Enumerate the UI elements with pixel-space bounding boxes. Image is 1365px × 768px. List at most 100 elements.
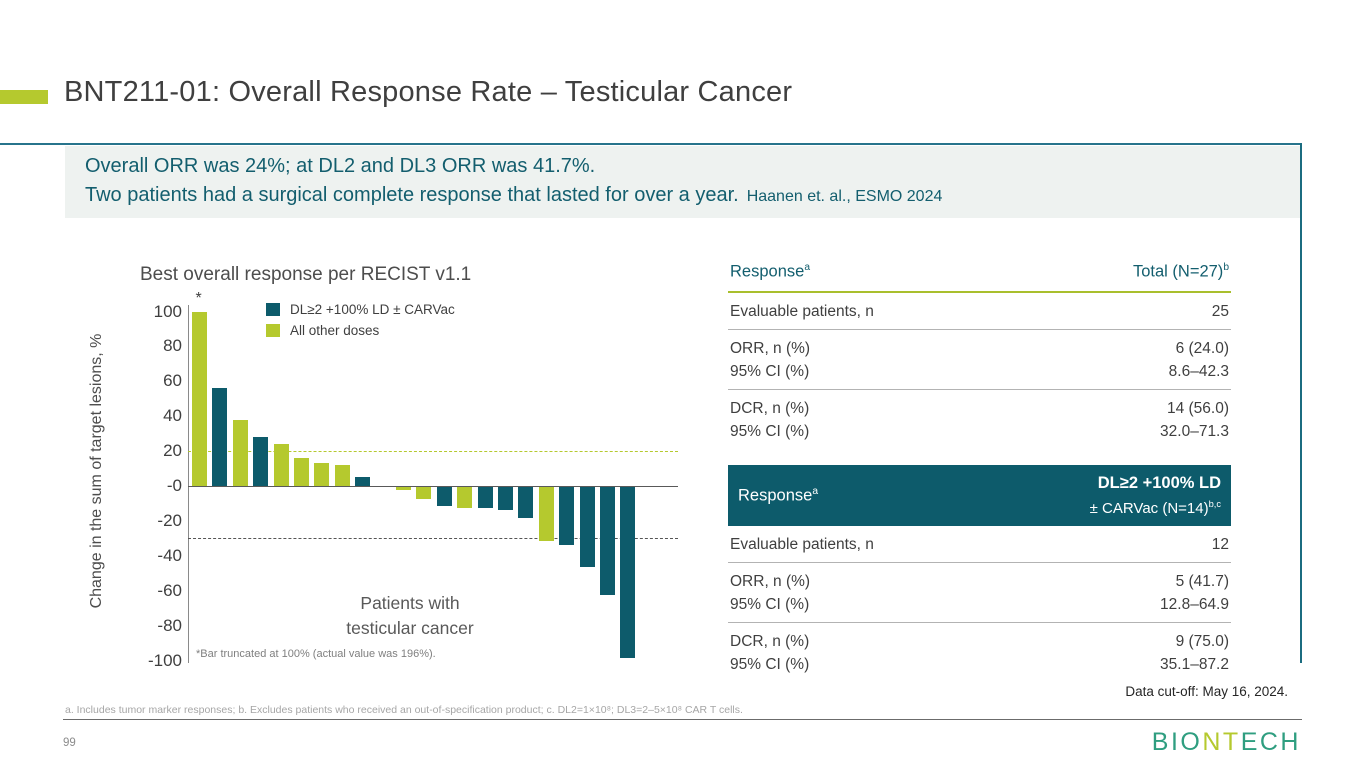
row-label: 95% CI (%) [730,362,810,380]
y-axis-tick-label: -40 [157,545,182,565]
row-value: 14 (56.0) [1166,399,1229,417]
row-value: 25 [1211,302,1229,320]
waterfall-bar [253,437,269,486]
y-axis-tick-label: -60 [157,580,182,600]
table-row: Evaluable patients, n 25 [728,293,1231,329]
logo-segment-nt: NT [1202,728,1241,756]
y-axis-tick-label: 80 [163,336,182,356]
row-value: 12 [1211,536,1229,553]
table-dl2-header-line1: DL≥2 +100% LD [1097,474,1221,492]
waterfall-bar [314,463,330,486]
citation-text: Haanen et. al., ESMO 2024 [746,188,943,205]
waterfall-bar [620,487,636,658]
row-value: 35.1–87.2 [1160,656,1229,673]
row-label: 95% CI (%) [730,596,810,613]
table-dl2-header-line2: ± CARVac (N=14)b,c [1089,499,1221,517]
table-row: DCR, n (%) 95% CI (%) 9 (75.0) 35.1–87.2 [728,622,1231,682]
key-message-line2-text: Two patients had a surgical complete res… [85,184,739,206]
zero-baseline [188,486,678,487]
y-axis-line [188,305,189,663]
truncation-note: *Bar truncated at 100% (actual value was… [196,648,436,660]
chart-legend: DL≥2 +100% LD ± CARVac All other doses [266,302,455,344]
waterfall-bar [192,311,207,486]
row-label: ORR, n (%) [730,573,811,590]
table-dl2-subgroup: Responsea DL≥2 +100% LD ± CARVac (N=14)b… [728,465,1231,682]
reference-line--30 [188,538,678,540]
waterfall-bar [600,487,615,596]
table-row: Evaluable patients, n 12 [728,526,1231,562]
row-value: 9 (75.0) [1175,633,1229,650]
row-label: ORR, n (%) [730,339,811,357]
chart-annotation-line2: testicular cancer [346,618,474,638]
y-axis-tick-label: 20 [163,441,182,461]
waterfall-bar [559,487,575,545]
table-total-header: Responsea Total (N=27)b [728,257,1231,293]
key-message-line2: Two patients had a surgical complete res… [85,184,942,207]
reference-line-20 [188,451,678,453]
logo-segment-ech: ECH [1240,728,1301,756]
table-row: DCR, n (%) 95% CI (%) 14 (56.0) 32.0–71.… [728,388,1231,449]
truncated-bar-asterisk: * [195,289,202,307]
legend-label-other-doses: All other doses [290,323,380,338]
y-axis-tick-label: -100 [147,650,182,670]
legend-item-other-doses: All other doses [266,323,455,338]
waterfall-bar [273,444,289,486]
waterfall-bar [477,487,493,508]
waterfall-bar [294,458,309,486]
chart-title: Best overall response per RECIST v1.1 [140,264,472,285]
legend-swatch-green [266,324,280,337]
footer-divider-line [63,719,1302,720]
y-axis-tick-label: -0 [166,476,182,495]
waterfall-bar [334,465,350,486]
table-row: ORR, n (%) 95% CI (%) 5 (41.7) 12.8–64.9 [728,562,1231,622]
waterfall-bar [436,487,452,507]
y-axis-tick-label: 40 [163,406,182,426]
row-value: 5 (41.7) [1175,573,1229,590]
table-total-header-response: Responsea [730,262,810,281]
row-value: 12.8–64.9 [1160,596,1229,613]
row-label: 95% CI (%) [730,422,810,440]
legend-item-dl2: DL≥2 +100% LD ± CARVac [266,302,455,317]
waterfall-bar [579,487,595,568]
header-divider-line [0,143,1302,145]
row-label: Evaluable patients, n [730,536,874,553]
logo-segment-bio: BIO [1151,728,1203,756]
chart-annotation-line1: Patients with [360,593,460,613]
row-value: 8.6–42.3 [1168,362,1229,380]
footnote-text: a. Includes tumor marker responses; b. E… [65,704,743,716]
waterfall-bar [457,487,473,508]
waterfall-bar [498,487,513,510]
row-value: 32.0–71.3 [1160,422,1229,440]
key-message-line1: Overall ORR was 24%; at DL2 and DL3 ORR … [85,155,596,177]
table-dl2-header-n: DL≥2 +100% LD ± CARVac (N=14)b,c [1090,473,1221,519]
row-label: DCR, n (%) [730,399,810,417]
table-dl2-header-response: Responsea [738,486,818,505]
title-accent-bar [0,90,48,104]
waterfall-bar [518,487,534,519]
row-value: 6 (24.0) [1175,339,1229,357]
y-axis-tick-label: 100 [153,301,182,321]
key-message-box: Overall ORR was 24%; at DL2 and DL3 ORR … [65,146,1300,218]
table-dl2-header: Responsea DL≥2 +100% LD ± CARVac (N=14)b… [728,465,1231,526]
waterfall-chart: Best overall response per RECIST v1.1 Ch… [88,253,700,678]
row-label: DCR, n (%) [730,633,810,650]
waterfall-bar [232,419,248,486]
waterfall-bar [355,477,371,486]
table-row: ORR, n (%) 95% CI (%) 6 (24.0) 8.6–42.3 [728,328,1231,389]
biontech-logo: BIONTECH [1152,728,1301,757]
row-label: 95% CI (%) [730,656,810,673]
waterfall-bar [396,487,411,491]
legend-label-dl2: DL≥2 +100% LD ± CARVac [290,302,455,317]
y-axis-tick-label: -20 [157,510,182,530]
table-total: Responsea Total (N=27)b Evaluable patien… [728,257,1231,449]
row-label: Evaluable patients, n [730,302,874,320]
page-title: BNT211-01: Overall Response Rate – Testi… [64,76,793,108]
right-border-line [1300,143,1302,663]
waterfall-bar [416,487,432,500]
waterfall-bar [212,388,228,486]
table-total-header-n: Total (N=27)b [1132,262,1229,281]
waterfall-bar [538,487,554,542]
y-axis-tick-label: -80 [157,615,182,635]
y-axis-tick-label: 60 [163,371,182,391]
data-cutoff-text: Data cut-off: May 16, 2024. [1125,684,1288,699]
